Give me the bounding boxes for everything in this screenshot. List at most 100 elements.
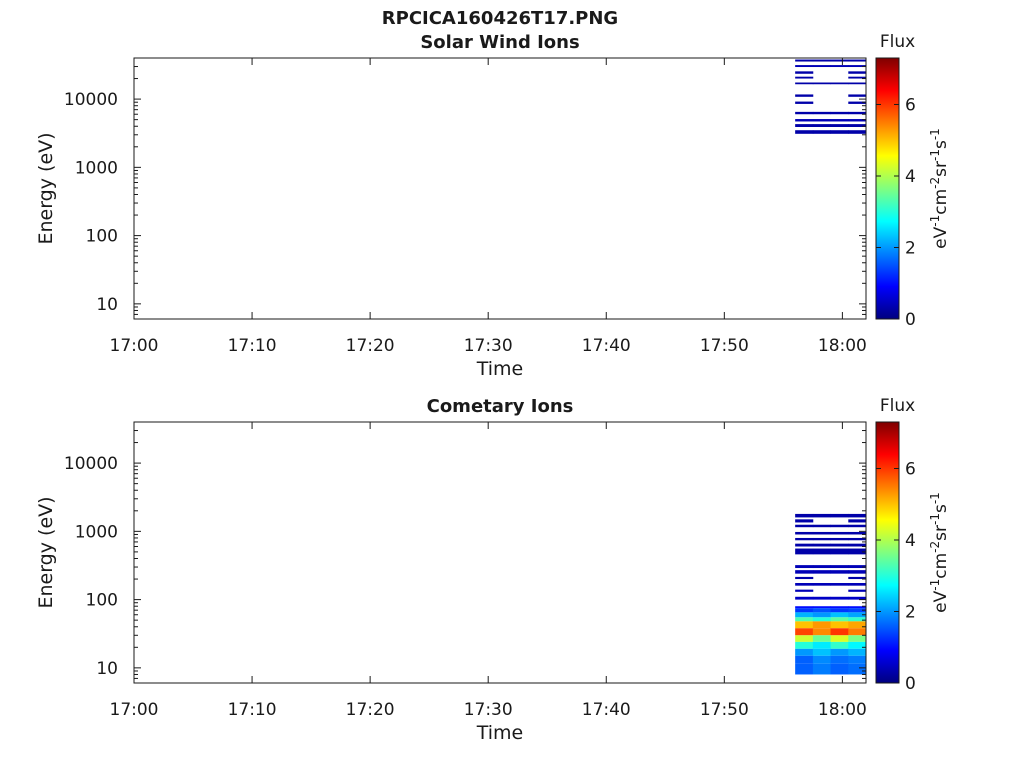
x-tick-label: 17:00 (110, 700, 159, 720)
flux-cell (812, 65, 831, 68)
flux-cell (795, 621, 814, 629)
flux-cell (830, 617, 849, 622)
flux-cell (830, 606, 849, 609)
flux-cell (848, 641, 867, 649)
flux-cell (830, 513, 849, 518)
flux-cell (795, 519, 814, 523)
flux-cell (795, 641, 814, 649)
flux-cell (830, 648, 849, 656)
flux-cell (795, 570, 814, 574)
flux-cell (848, 606, 867, 609)
flux-cell (848, 635, 867, 642)
y-tick-label: 1000 (75, 522, 118, 542)
flux-cell (848, 537, 867, 541)
flux-cell (830, 565, 849, 569)
flux-cell (812, 82, 831, 85)
flux-cell (848, 621, 867, 629)
flux-cell (848, 130, 867, 134)
flux-cell (795, 531, 814, 535)
plot-axes-box (133, 57, 867, 320)
x-axis-label: Time (476, 722, 524, 744)
x-tick-label: 17:00 (110, 336, 159, 356)
flux-cell (812, 655, 831, 664)
x-tick-label: 18:00 (818, 336, 867, 356)
colorbar-tick-label: 0 (905, 674, 916, 694)
flux-cell (830, 111, 849, 115)
x-tick-label: 17:30 (464, 700, 513, 720)
y-tick-label: 10000 (64, 454, 118, 474)
flux-cell (795, 617, 814, 622)
flux-cell (830, 548, 849, 555)
flux-cell (812, 612, 831, 618)
flux-cell (812, 635, 831, 642)
flux-cell (848, 589, 867, 592)
flux-cell (812, 628, 831, 636)
y-axis-label: Energy (eV) (35, 132, 57, 244)
flux-cell (848, 119, 867, 122)
flux-cell (795, 537, 814, 541)
cometary-ions-panel: 17:00 17:10 17:20 17:30 17:40 17:50 18:00 Time 1… (35, 396, 951, 744)
y-tick-label: 100 (86, 591, 118, 611)
flux-cell (830, 543, 849, 547)
colorbar-units-label: eV-1cm-2sr-1s-1 (928, 128, 951, 249)
colorbar-tick-label: 0 (905, 310, 916, 330)
flux-cell (795, 513, 814, 518)
flux-cell (848, 65, 867, 68)
x-axis-label: Time (476, 358, 524, 380)
flux-cell (795, 111, 814, 115)
y-tick-label: 10 (96, 295, 118, 315)
flux-cell (848, 543, 867, 547)
flux-cell (848, 524, 867, 528)
flux-cell (795, 524, 814, 528)
flux-cell (830, 65, 849, 68)
flux-cell (848, 655, 867, 664)
colorbar-tick-label: 2 (905, 602, 916, 622)
flux-cell (812, 608, 831, 613)
plot-axes-box (133, 421, 867, 684)
flux-cell (795, 663, 814, 675)
flux-cell (812, 513, 831, 518)
flux-cell (848, 101, 867, 104)
solar-wind-panel-title: Solar Wind Ions (420, 32, 580, 53)
flux-cell (830, 524, 849, 528)
flux-cell (830, 612, 849, 618)
flux-cell (830, 583, 849, 586)
flux-cell (812, 641, 831, 649)
solar-wind-ions-panel: 17:00 17:10 17:20 17:30 17:40 17:50 18:00 Time 1… (35, 32, 951, 380)
y-tick-label: 10 (96, 659, 118, 679)
colorbar-tick-label: 4 (905, 531, 916, 551)
x-tick-label: 17:50 (700, 336, 749, 356)
flux-cell (848, 596, 867, 600)
flux-cell (795, 130, 814, 134)
colorbar-tick-label: 2 (905, 238, 916, 258)
flux-cell (812, 548, 831, 555)
flux-cell (848, 608, 867, 613)
flux-cell (830, 596, 849, 600)
cometary-panel-title: Cometary Ions (426, 396, 574, 417)
flux-cell (795, 71, 814, 74)
flux-cell (795, 589, 814, 592)
x-tick-label: 17:10 (228, 336, 277, 356)
flux-cell (848, 648, 867, 656)
flux-cell (795, 94, 814, 97)
colorbar-tick-label: 4 (905, 167, 916, 187)
colorbar (875, 421, 900, 684)
flux-cell (795, 82, 814, 85)
flux-cell (812, 111, 831, 115)
flux-cell (812, 570, 831, 574)
x-tick-label: 18:00 (818, 700, 867, 720)
flux-cell (848, 576, 867, 580)
flux-cell (848, 548, 867, 555)
flux-cell (848, 513, 867, 518)
flux-cell (812, 130, 831, 134)
flux-cell (830, 641, 849, 649)
flux-cell (795, 583, 814, 586)
colorbar (875, 57, 900, 320)
flux-cell (848, 663, 867, 675)
y-tick-label: 100 (86, 227, 118, 247)
flux-cell (830, 663, 849, 675)
flux-cell (812, 524, 831, 528)
flux-cell (812, 583, 831, 586)
flux-cell (848, 617, 867, 622)
